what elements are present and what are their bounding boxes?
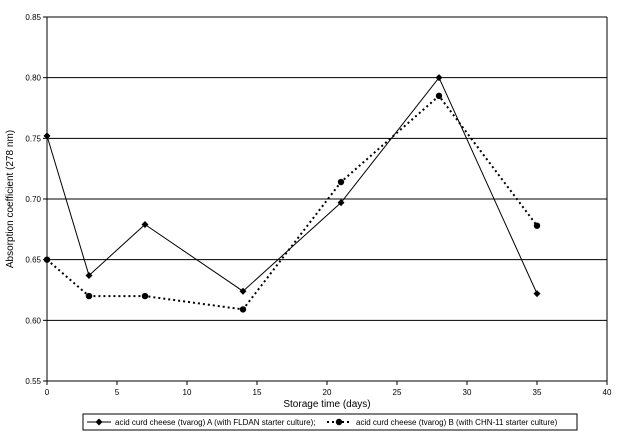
data-point (337, 178, 345, 186)
legend-label-series-b: acid curd cheese (tvarog) B (with CHN-11… (356, 418, 558, 427)
y-tick-label: 0.55 (25, 377, 41, 386)
x-tick-label: 5 (115, 388, 120, 397)
legend-sample-series-b (327, 418, 351, 426)
data-point (85, 271, 93, 279)
data-point (141, 292, 149, 300)
legend-marker (95, 418, 103, 426)
x-tick-label: 35 (533, 388, 542, 397)
y-tick-label: 0.80 (25, 74, 41, 83)
y-tick-label: 0.75 (25, 134, 41, 143)
x-tick-label: 25 (393, 388, 402, 397)
x-tick-label: 20 (323, 388, 332, 397)
data-point (533, 290, 541, 298)
legend: acid curd cheese (tvarog) A (with FLDAN … (82, 413, 578, 431)
data-point (337, 199, 345, 207)
legend-label-series-a: acid curd cheese (tvarog) A (with FLDAN … (115, 418, 316, 427)
y-tick-label: 0.70 (25, 195, 41, 204)
tick-labels: 0.55 0.60 0.65 0.70 0.75 0.80 0.85 0 5 10 15 20 25 30… (25, 13, 612, 397)
data-point (239, 287, 247, 295)
data-point (239, 306, 247, 313)
legend-box (82, 413, 578, 431)
x-tick-label: 0 (45, 388, 50, 397)
legend-sample-series-a (87, 418, 111, 426)
series-layer (43, 74, 541, 313)
legend-marker (335, 418, 343, 426)
data-point (141, 220, 149, 228)
data-point (43, 256, 51, 263)
x-axis-title: Storage time (days) (283, 399, 370, 410)
y-tick-label: 0.65 (25, 256, 41, 265)
x-tick-label: 40 (603, 388, 612, 397)
data-point (533, 222, 541, 229)
y-tick-label: 0.85 (25, 13, 41, 22)
data-point (85, 292, 93, 300)
x-tick-label: 10 (183, 388, 192, 397)
y-axis-title: Absorption coefficient (278 nm) (5, 130, 16, 268)
data-point (43, 132, 51, 140)
data-point (435, 92, 443, 100)
x-tick-label: 15 (253, 388, 262, 397)
x-tick-label: 30 (463, 388, 472, 397)
data-point (435, 74, 443, 82)
y-tick-label: 0.60 (25, 316, 41, 325)
series-a (43, 74, 541, 298)
series-b (43, 92, 541, 313)
